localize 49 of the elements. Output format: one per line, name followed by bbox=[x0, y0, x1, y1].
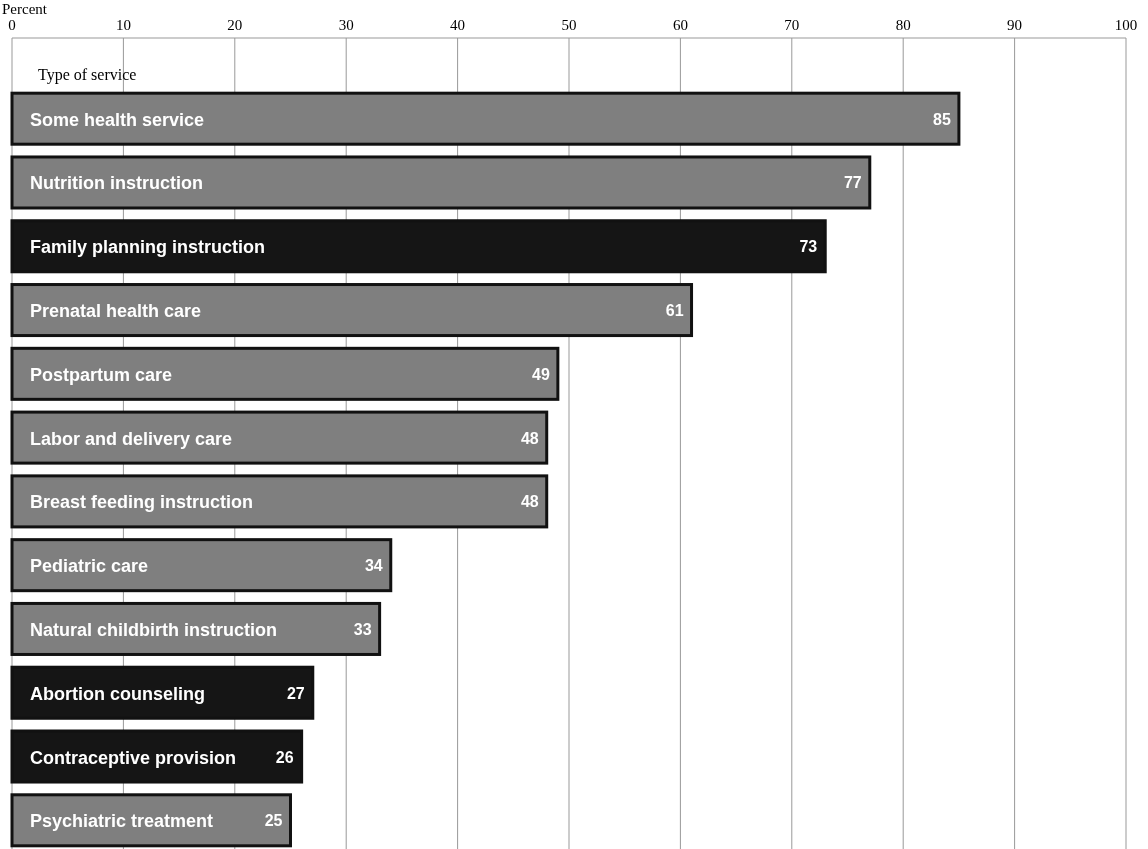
x-tick-label: 60 bbox=[672, 17, 688, 33]
data-label: 48 bbox=[520, 493, 539, 511]
y-tick-label: Abortion counseling bbox=[30, 683, 205, 704]
x-tick-label: 20 bbox=[227, 17, 243, 33]
data-label: 48 bbox=[520, 429, 539, 447]
y-tick-label: Some health service bbox=[30, 109, 205, 130]
x-tick-label: 10 bbox=[115, 17, 131, 33]
x-tick-label: 50 bbox=[561, 17, 577, 33]
bar bbox=[10, 474, 549, 529]
bar bbox=[10, 346, 560, 401]
data-label: 61 bbox=[665, 302, 684, 320]
x-tick-label: 30 bbox=[338, 17, 354, 33]
data-label: 25 bbox=[264, 812, 283, 830]
y-tick-label: Family planning instruction bbox=[30, 237, 266, 258]
bar bbox=[10, 729, 304, 784]
y-tick-label: Postpartum care bbox=[30, 364, 173, 385]
bar bbox=[10, 155, 872, 210]
data-label: 85 bbox=[933, 110, 951, 128]
bar bbox=[10, 538, 393, 593]
x-tick-label: 80 bbox=[895, 17, 911, 33]
x-tick-label: 0 bbox=[8, 17, 16, 33]
bar bbox=[10, 91, 961, 146]
y-tick-label: Nutrition instruction bbox=[30, 173, 203, 194]
bar bbox=[10, 665, 315, 720]
y-tick-label: Breast feeding instruction bbox=[30, 492, 254, 513]
bar bbox=[10, 601, 382, 656]
bar bbox=[10, 410, 549, 465]
y-tick-label: Pediatric care bbox=[30, 556, 149, 577]
data-label: 34 bbox=[364, 557, 383, 575]
bar bbox=[10, 219, 827, 274]
x-tick-label: 90 bbox=[1007, 17, 1023, 33]
x-tick-label: 70 bbox=[784, 17, 800, 33]
y-axis-title: Type of service bbox=[38, 66, 137, 84]
data-label: 26 bbox=[275, 748, 294, 766]
y-tick-label: Prenatal health care bbox=[30, 301, 202, 322]
data-label: 73 bbox=[799, 238, 818, 256]
x-tick-label: 100 bbox=[1114, 17, 1138, 33]
data-label: 77 bbox=[843, 174, 862, 192]
bar bbox=[10, 793, 292, 848]
x-tick-label: 40 bbox=[450, 17, 466, 33]
y-tick-label: Natural childbirth instruction bbox=[30, 619, 278, 640]
y-tick-label: Psychiatric treatment bbox=[30, 811, 214, 832]
data-label: 27 bbox=[286, 684, 305, 702]
data-label: 33 bbox=[353, 620, 372, 638]
y-tick-label: Contraceptive provision bbox=[30, 747, 237, 768]
y-tick-label: Labor and delivery care bbox=[30, 428, 233, 449]
data-label: 49 bbox=[532, 365, 550, 383]
x-axis-title: Percent bbox=[2, 1, 48, 17]
bar bbox=[10, 283, 694, 338]
